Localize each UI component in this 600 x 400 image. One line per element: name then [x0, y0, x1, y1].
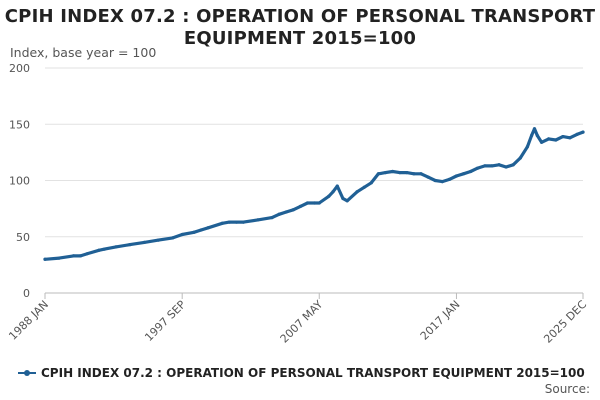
data-point[interactable]	[317, 201, 321, 205]
data-point[interactable]	[383, 171, 388, 175]
data-point[interactable]	[256, 218, 260, 222]
data-point[interactable]	[180, 232, 184, 237]
x-tick-label: 1997 SEP	[142, 298, 188, 344]
data-point[interactable]	[128, 243, 132, 247]
y-tick-label: 150	[9, 118, 30, 131]
data-point[interactable]	[461, 172, 466, 176]
data-point[interactable]	[142, 240, 146, 244]
data-point[interactable]	[277, 212, 281, 216]
legend-swatch	[18, 368, 36, 378]
data-point[interactable]	[171, 236, 175, 240]
data-point[interactable]	[102, 247, 107, 251]
series-line[interactable]	[43, 127, 585, 261]
legend[interactable]: CPIH INDEX 07.2 : OPERATION OF PERSONAL …	[18, 366, 585, 380]
y-tick-label: 50	[16, 231, 30, 244]
data-point[interactable]	[525, 145, 529, 149]
data-point[interactable]	[192, 230, 196, 234]
chart-title-line-1: CPIH INDEX 07.2 : OPERATION OF PERSONAL …	[4, 6, 596, 27]
data-point[interactable]	[206, 226, 210, 230]
data-point[interactable]	[327, 194, 331, 198]
data-point[interactable]	[426, 175, 430, 179]
data-point[interactable]	[575, 132, 579, 136]
data-point[interactable]	[518, 156, 522, 160]
data-point[interactable]	[440, 180, 444, 184]
data-point[interactable]	[227, 220, 232, 224]
data-point[interactable]	[369, 181, 373, 185]
data-point[interactable]	[85, 252, 90, 256]
data-point[interactable]	[539, 140, 544, 144]
data-point[interactable]	[476, 166, 480, 170]
data-point[interactable]	[43, 257, 47, 261]
data-point[interactable]	[71, 254, 75, 258]
data-point[interactable]	[341, 196, 345, 201]
data-point[interactable]	[97, 248, 101, 252]
data-point[interactable]	[547, 137, 551, 141]
data-point[interactable]	[511, 163, 515, 167]
data-point[interactable]	[454, 174, 459, 178]
data-point[interactable]	[305, 201, 310, 205]
data-point[interactable]	[535, 133, 539, 138]
data-point[interactable]	[398, 171, 402, 175]
data-point[interactable]	[284, 210, 288, 214]
data-point[interactable]	[447, 177, 451, 181]
data-point[interactable]	[156, 238, 161, 242]
data-point[interactable]	[331, 190, 335, 194]
data-point[interactable]	[490, 164, 494, 168]
data-point[interactable]	[291, 208, 295, 212]
data-point[interactable]	[114, 245, 118, 249]
data-point[interactable]	[270, 216, 274, 220]
legend-label: CPIH INDEX 07.2 : OPERATION OF PERSONAL …	[41, 366, 585, 380]
data-point[interactable]	[568, 136, 572, 140]
data-point[interactable]	[376, 172, 381, 176]
data-point[interactable]	[57, 256, 61, 260]
gridlines	[45, 67, 583, 238]
data-point[interactable]	[199, 228, 203, 232]
y-tick-label: 0	[23, 287, 30, 300]
series-group	[43, 127, 585, 261]
data-point[interactable]	[554, 138, 558, 142]
data-point[interactable]	[362, 185, 366, 189]
data-point[interactable]	[581, 130, 585, 134]
source-label: Source:	[544, 382, 590, 396]
data-point[interactable]	[483, 164, 487, 168]
x-tick-label: 2017 JAN	[418, 298, 463, 343]
data-point[interactable]	[497, 163, 501, 167]
data-point[interactable]	[405, 171, 409, 175]
data-point[interactable]	[433, 178, 437, 183]
y-axis-label: Index, base year = 100	[10, 45, 157, 60]
data-point[interactable]	[419, 172, 423, 176]
data-point[interactable]	[561, 135, 565, 139]
data-point[interactable]	[412, 172, 416, 176]
data-point[interactable]	[530, 133, 534, 138]
data-point[interactable]	[391, 169, 395, 174]
x-tick-label: 2025 DEC	[541, 298, 589, 346]
data-point[interactable]	[345, 199, 349, 203]
y-tick-label: 100	[9, 175, 30, 188]
data-point[interactable]	[220, 221, 224, 225]
chart-title-line-2: EQUIPMENT 2015=100	[183, 28, 417, 49]
data-point[interactable]	[469, 169, 473, 174]
data-point[interactable]	[298, 204, 302, 208]
data-point[interactable]	[355, 190, 359, 194]
y-tick-label: 200	[9, 62, 30, 75]
data-point[interactable]	[242, 220, 246, 224]
data-point[interactable]	[78, 254, 83, 258]
chart-title: CPIH INDEX 07.2 : OPERATION OF PERSONAL …	[0, 6, 600, 50]
data-point[interactable]	[504, 165, 508, 169]
data-point[interactable]	[234, 220, 239, 224]
x-tick-label: 2007 MAY	[278, 298, 326, 346]
data-point[interactable]	[335, 184, 339, 188]
axes	[44, 292, 584, 299]
x-tick-label: 1988 JAN	[6, 298, 51, 343]
data-point[interactable]	[312, 201, 317, 205]
data-point[interactable]	[532, 127, 537, 131]
tick-labels: 0 50 100 150 200 1988 JAN 1997 SEP 2007 MAY 2017…	[6, 62, 589, 346]
